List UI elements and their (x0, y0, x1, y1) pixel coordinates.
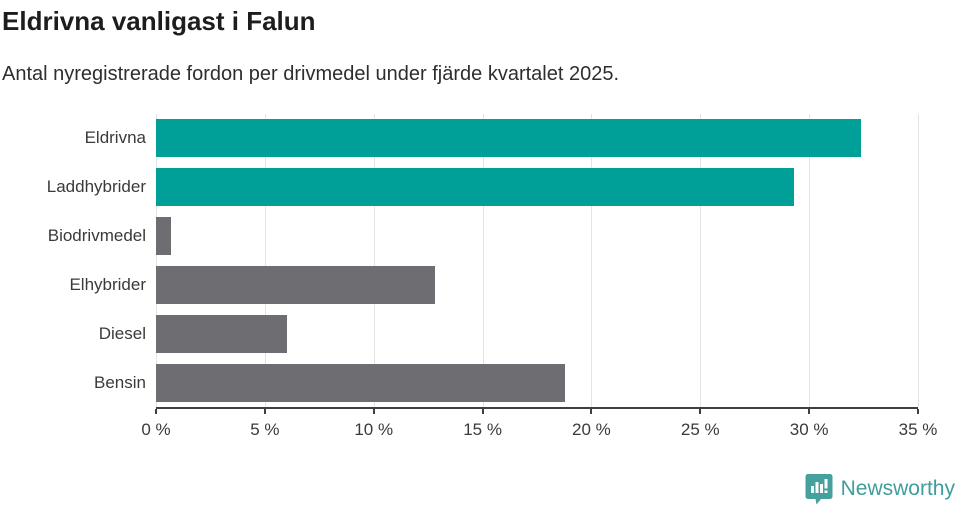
tick-mark (372, 409, 375, 414)
grid-layer (156, 114, 919, 407)
bar-biodrivmedel (156, 217, 172, 256)
x-axis-line (156, 407, 918, 409)
x-tick-label: 10 % (354, 420, 394, 439)
bar-eldrivna (156, 119, 862, 158)
bar-track (156, 119, 918, 158)
chart-row: Laddhybrider (0, 163, 918, 212)
category-label: Eldrivna (84, 128, 146, 148)
bar-track (156, 363, 918, 402)
x-tick-label: 25 % (680, 420, 720, 439)
bar-track (156, 217, 918, 256)
category-label: Diesel (98, 323, 146, 343)
gridline (918, 114, 919, 407)
tick-mark (699, 409, 702, 414)
x-tick-label: 35 % (898, 420, 938, 439)
category-label: Bensin (94, 372, 146, 392)
gridline (156, 114, 157, 407)
tick-mark (481, 409, 484, 414)
bar-bensin (156, 363, 566, 402)
chart-row: Eldrivna (0, 114, 918, 163)
chart-rows: Eldrivna Laddhybrider Biodrivmedel Elhybrid… (0, 114, 918, 407)
gridline (700, 114, 702, 407)
category-label: Laddhybrider (46, 177, 146, 197)
gridline (373, 114, 375, 407)
tick-mark (263, 409, 266, 414)
tick-mark (917, 409, 919, 414)
x-tick-label: 0 % (141, 420, 171, 439)
gridline (591, 114, 593, 407)
bar-track (156, 314, 918, 353)
x-tick-label: 15 % (463, 420, 502, 439)
bar-chart: Eldrivna Laddhybrider Biodrivmedel Elhybrid… (0, 114, 950, 459)
x-axis-tick-labels: 0 % 5 % 10 % 15 % 20 % 25 % 30 % 35 % (141, 420, 937, 444)
bar-diesel (156, 314, 287, 353)
bar-laddhybrider (156, 168, 794, 207)
chart-row: Diesel (0, 309, 918, 358)
tick-mark (590, 409, 593, 414)
brand-name: Newsworthy (840, 477, 955, 500)
chart-title: Eldrivna vanligast i Falun (2, 6, 316, 36)
tick-mark (808, 409, 811, 414)
x-tick-label: 20 % (572, 420, 611, 439)
gridline (482, 114, 484, 407)
chart-subtitle: Antal nyregistrerade fordon per drivmede… (2, 63, 620, 85)
x-tick-label: 30 % (789, 420, 829, 439)
x-tick-label: 5 % (250, 420, 280, 439)
chart-row: Bensin (0, 358, 918, 407)
chart-row: Elhybrider (0, 260, 918, 309)
chart-row: Biodrivmedel (0, 212, 918, 261)
plot-area (156, 114, 919, 407)
category-label: Elhybrider (69, 274, 146, 294)
brand-footer: Newsworthy (805, 473, 955, 505)
tick-mark (155, 409, 157, 414)
gridline (264, 114, 266, 407)
page: Eldrivna vanligast i Falun Antal nyregis… (0, 6, 960, 511)
x-axis-ticks (155, 409, 919, 415)
bar-track (156, 168, 918, 207)
bar-track (156, 265, 918, 304)
gridline (809, 114, 811, 407)
category-label: Biodrivmedel (47, 226, 146, 246)
bar-elhybrider (156, 265, 435, 304)
newsworthy-logo-icon (805, 474, 833, 505)
